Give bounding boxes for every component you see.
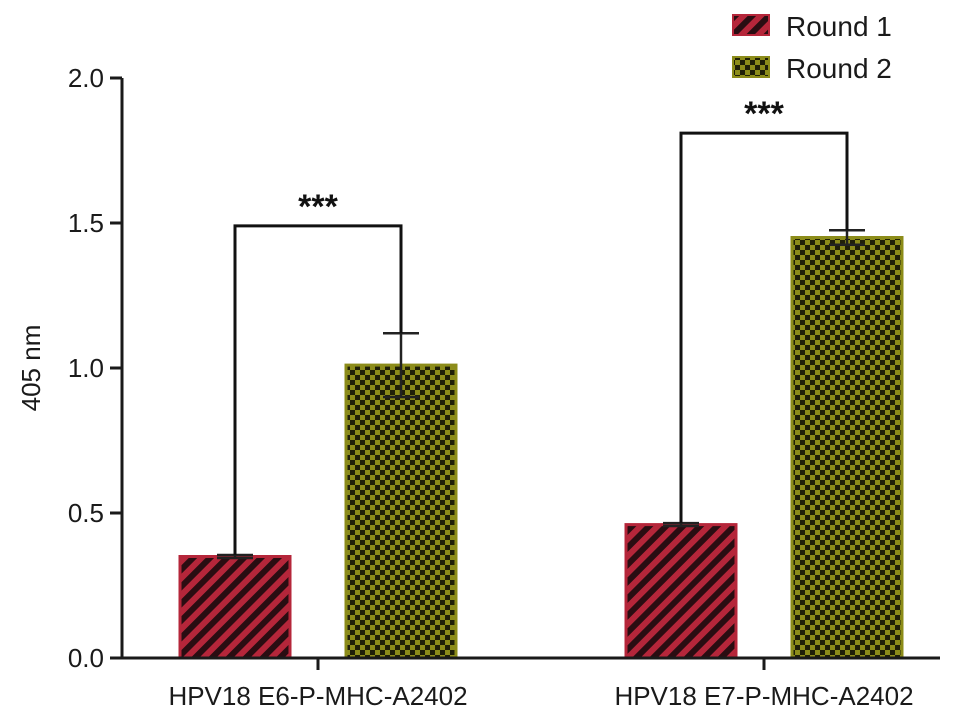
bar-series2-cat2	[790, 236, 904, 660]
y-tick-label-3: 1.5	[68, 208, 104, 238]
y-tick-label-0: 0.0	[68, 643, 104, 673]
x-category-label-1: HPV18 E7-P-MHC-A2402	[614, 681, 913, 711]
legend-item-round-1: Round 1	[732, 11, 892, 42]
y-tick-label-2: 1.0	[68, 353, 104, 383]
legend-item-round-2: Round 2	[732, 53, 892, 84]
y-tick-label-1: 0.5	[68, 498, 104, 528]
significance-bracket-2	[679, 131, 849, 524]
legend-swatch-round-1	[732, 14, 770, 36]
significance-label-2: ***	[744, 95, 784, 133]
significance-label-1: ***	[298, 188, 338, 226]
significance-bracket-1	[233, 224, 403, 556]
legend-label-round-1: Round 1	[786, 11, 892, 42]
legend: Round 1 Round 2	[732, 11, 892, 84]
bar-series1-cat1	[178, 555, 292, 660]
legend-swatch-round-2	[732, 56, 770, 78]
x-category-label-0: HPV18 E6-P-MHC-A2402	[168, 681, 467, 711]
bar-series1-cat2	[624, 523, 738, 660]
axes: 405 nm 0.0 0.5 1.0 1.5 2.0 HPV18 E6-P-MHC-A24…	[16, 63, 940, 711]
legend-label-round-2: Round 2	[786, 53, 892, 84]
y-tick-label-4: 2.0	[68, 63, 104, 93]
bar-series2-cat1	[344, 363, 458, 660]
y-axis-title: 405 nm	[16, 325, 46, 412]
